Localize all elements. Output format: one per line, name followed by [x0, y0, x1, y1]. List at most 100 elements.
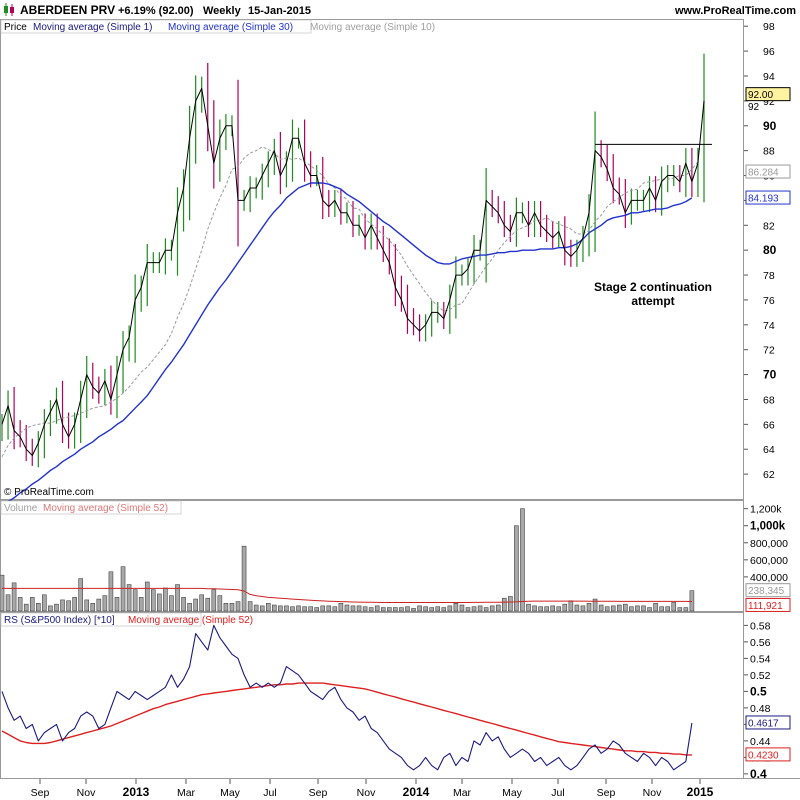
period-label: Weekly [203, 5, 242, 17]
volume-bar [302, 606, 307, 612]
volume-bar [5, 594, 11, 612]
volume-tick-label: 600,000 [750, 555, 788, 567]
volume-bar [326, 605, 332, 612]
volume-bar [447, 605, 453, 612]
volume-bar [647, 607, 652, 612]
rs-plot [1, 624, 693, 771]
price-tick-label: 98 [763, 21, 775, 33]
legend-ma1: Moving average (Simple 1) [33, 22, 153, 33]
volume-bar [102, 595, 108, 612]
volume-tick-label: 400,000 [750, 572, 788, 584]
volume-bar [544, 606, 549, 612]
volume-bar [393, 607, 398, 612]
volume-bar [350, 605, 356, 612]
volume-bar [205, 597, 211, 612]
header: ABERDEEN PRV +6.19% (92.00) Weekly 15-Ja… [4, 3, 796, 17]
volume-bar [90, 603, 96, 612]
volume-ma-line [2, 587, 692, 603]
volume-bar [181, 597, 186, 612]
price-tick-label: 92 [763, 96, 775, 108]
x-tick-label: 2013 [123, 785, 150, 799]
price-tick-label: 64 [763, 444, 775, 456]
x-tick-label: Sep [597, 787, 616, 799]
volume-bar [514, 525, 519, 612]
volume-bar [683, 607, 689, 612]
volume-bar [108, 571, 114, 612]
last-price-label-box [745, 87, 791, 102]
volume-bar [550, 605, 556, 612]
rs-tick-label: 0.54 [750, 653, 771, 665]
volume-bar [235, 601, 241, 612]
price-tick-label: 66 [763, 419, 775, 431]
volume-bar [126, 584, 132, 612]
volume-legend: Volume Moving average (Simple 52) [0, 500, 182, 515]
volume-bar [163, 587, 168, 612]
rs-tick-label: 0.48 [750, 703, 771, 715]
legend-price: Price [4, 22, 27, 33]
x-tick-label: Nov [357, 787, 376, 799]
volume-bar [320, 605, 326, 612]
rs-tick-label: 0.4 [750, 767, 767, 781]
x-tick-label: Jul [263, 787, 276, 799]
volume-bar [296, 605, 301, 612]
rs-tick-label: 0.58 [750, 620, 771, 632]
volume-bar [175, 584, 180, 612]
volume-bar [538, 606, 543, 612]
volume-bar [411, 608, 416, 612]
price-tick-label: 76 [763, 295, 775, 307]
volume-bar [259, 605, 265, 612]
volume-bar [532, 605, 537, 612]
volume-bar [387, 607, 392, 612]
volume-bar [417, 605, 422, 612]
volume-bar [278, 605, 283, 612]
rs-ma-label: 0.4230 [748, 750, 779, 761]
volume-bar [592, 598, 598, 612]
volume-bar [495, 604, 501, 612]
volume-bar [284, 605, 289, 612]
legend-rs: RS (S&P500 Index) [*10] [4, 615, 115, 626]
volume-bar [290, 606, 295, 612]
volume-bar [616, 604, 622, 612]
volume-bar [229, 603, 235, 612]
volume-bar [435, 606, 441, 612]
volume-tick-label: 1,000k [750, 521, 786, 533]
volume-bar [265, 603, 271, 612]
legend-volume: Volume [4, 503, 38, 514]
volume-bar [501, 597, 507, 612]
copyright-label: © ProRealTime.com [4, 487, 94, 498]
volume-bar [29, 597, 35, 612]
volume-bar [556, 606, 562, 612]
volume-bar [36, 603, 41, 612]
volume-bar [338, 603, 344, 612]
volume-bar [471, 606, 477, 612]
rs-last-label-box [745, 715, 791, 730]
volume-bar [508, 596, 513, 612]
volume-bar [66, 600, 71, 612]
volume-bar [586, 603, 592, 612]
volume-bar [0, 574, 5, 612]
price-tick-label: 62 [763, 469, 775, 481]
legend-ma30: Moving average (Simple 30) [168, 22, 293, 33]
x-tick-label: May [502, 787, 523, 799]
x-tick-label: Sep [309, 787, 328, 799]
volume-bar [526, 603, 531, 612]
volume-bar [11, 582, 17, 612]
ma30-value: 84.193 [748, 194, 779, 205]
rs-ma-label-box [745, 747, 791, 762]
volume-bar [356, 605, 362, 612]
volume-bar [629, 606, 634, 612]
volume-bar [598, 604, 604, 612]
price-tick-label: 78 [763, 270, 775, 282]
annotation-line-2: attempt [631, 294, 674, 308]
price-tick-label: 94 [763, 71, 775, 83]
volume-bar [689, 590, 695, 612]
legend-ma10: Moving average (Simple 10) [310, 22, 435, 33]
legend-volume-ma: Moving average (Simple 52) [43, 503, 168, 514]
rs-ma-line [1, 682, 692, 756]
volume-bar [96, 598, 102, 612]
volume-bar [568, 600, 574, 612]
volume-bar [429, 607, 434, 612]
volume-bar [423, 606, 428, 612]
volume-bar [405, 606, 410, 612]
volume-bar [623, 603, 628, 612]
